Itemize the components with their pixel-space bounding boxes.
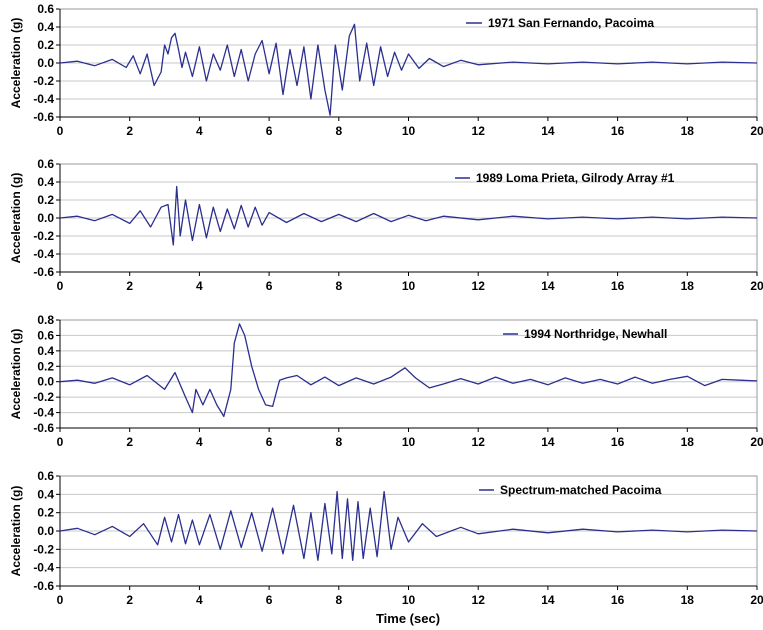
y-tick-label: 0.6 xyxy=(37,157,54,171)
x-tick-label: 4 xyxy=(196,124,203,138)
y-tick-label: 0.8 xyxy=(37,313,54,327)
x-tick-label: 10 xyxy=(402,593,416,607)
x-tick-label: 18 xyxy=(681,435,695,449)
x-tick-label: 14 xyxy=(541,279,555,293)
y-tick-label: -0.4 xyxy=(33,406,54,420)
x-axis-title: Time (sec) xyxy=(376,611,440,626)
x-tick-label: 18 xyxy=(681,593,695,607)
x-tick-label: 2 xyxy=(126,435,133,449)
x-tick-label: 4 xyxy=(196,435,203,449)
y-tick-label: 0.4 xyxy=(37,175,54,189)
y-tick-label: 0.2 xyxy=(37,359,54,373)
x-tick-label: 0 xyxy=(57,124,64,138)
y-tick-label: -0.2 xyxy=(33,229,54,243)
y-axis-title: Acceleration (g) xyxy=(9,18,23,109)
y-axis-title: Acceleration (g) xyxy=(9,486,23,577)
legend-label: Spectrum-matched Pacoima xyxy=(500,483,662,497)
x-tick-label: 10 xyxy=(402,124,416,138)
y-tick-label: 0.2 xyxy=(37,506,54,520)
y-tick-label: 0.0 xyxy=(37,56,54,70)
x-tick-label: 20 xyxy=(750,435,763,449)
x-tick-label: 20 xyxy=(750,124,763,138)
x-tick-label: 8 xyxy=(335,435,342,449)
x-tick-label: 0 xyxy=(57,435,64,449)
x-tick-label: 4 xyxy=(196,593,203,607)
chart-panel-3: 0.80.6 0.40.2 0.0-0.2 -0.4-0.60 2 4 6 8 10 12 14 16… xyxy=(9,313,763,449)
series-line xyxy=(59,185,758,246)
x-tick-label: 6 xyxy=(266,593,273,607)
x-tick-label: 16 xyxy=(611,279,625,293)
x-tick-label: 6 xyxy=(266,435,273,449)
y-tick-label: 0.0 xyxy=(37,211,54,225)
chart-panel-4: 0.6 0.4 0.2 0.0 -0.2 -0.4 -0.60 2 4 6 8 10 12 14 16 18 2… xyxy=(9,469,763,607)
x-tick-label: 20 xyxy=(750,593,763,607)
y-axis-title: Acceleration (g) xyxy=(9,329,23,420)
series-line xyxy=(59,490,758,561)
y-tick-label: -0.6 xyxy=(33,110,54,124)
y-tick-label: 0.2 xyxy=(37,38,54,52)
y-tick-label: -0.2 xyxy=(33,542,54,556)
y-tick-label: 0.4 xyxy=(37,344,54,358)
y-tick-label: -0.2 xyxy=(33,390,54,404)
y-tick-label: 0.0 xyxy=(37,375,54,389)
x-tick-label: 16 xyxy=(611,593,625,607)
y-tick-label: 0.2 xyxy=(37,193,54,207)
y-tick-label: -0.6 xyxy=(33,579,54,593)
y-axis-title: Acceleration (g) xyxy=(9,173,23,264)
y-tick-label: 0.6 xyxy=(37,328,54,342)
x-tick-label: 12 xyxy=(472,124,486,138)
x-tick-label: 20 xyxy=(750,279,763,293)
x-tick-label: 12 xyxy=(472,593,486,607)
x-tick-label: 6 xyxy=(266,279,273,293)
y-tick-label: 0.4 xyxy=(37,487,54,501)
x-tick-label: 14 xyxy=(541,124,555,138)
x-tick-label: 8 xyxy=(335,593,342,607)
y-tick-label: 0.6 xyxy=(37,2,54,16)
x-tick-label: 4 xyxy=(196,279,203,293)
y-tick-label: 0.4 xyxy=(37,20,54,34)
legend-label: 1989 Loma Prieta, Gilrody Array #1 xyxy=(476,171,675,185)
x-tick-label: 0 xyxy=(57,593,64,607)
legend-label: 1994 Northridge, Newhall xyxy=(524,327,667,341)
x-tick-label: 14 xyxy=(541,593,555,607)
y-tick-label: 0.6 xyxy=(37,469,54,483)
x-tick-label: 16 xyxy=(611,435,625,449)
y-tick-label: 0.0 xyxy=(37,524,54,538)
x-tick-label: 2 xyxy=(126,124,133,138)
series-line xyxy=(59,323,758,418)
x-tick-label: 14 xyxy=(541,435,555,449)
x-tick-label: 10 xyxy=(402,435,416,449)
chart-panel-2: 0.6 0.4 0.2 0.0 -0.2 -0.4 -0.60 2 4 6 8 10 12 14 16 18 2… xyxy=(9,157,763,293)
y-tick-label: -0.6 xyxy=(33,421,54,435)
y-tick-label: -0.4 xyxy=(33,92,54,106)
x-tick-label: 8 xyxy=(335,279,342,293)
x-tick-label: 16 xyxy=(611,124,625,138)
x-tick-label: 18 xyxy=(681,124,695,138)
y-tick-label: -0.6 xyxy=(33,265,54,279)
y-tick-label: -0.4 xyxy=(33,247,54,261)
x-tick-label: 12 xyxy=(472,435,486,449)
y-tick-label: -0.2 xyxy=(33,74,54,88)
x-tick-label: 2 xyxy=(126,279,133,293)
series-line xyxy=(59,23,758,116)
legend-label: 1971 San Fernando, Pacoima xyxy=(488,16,654,30)
x-tick-label: 0 xyxy=(57,279,64,293)
y-tick-label: -0.4 xyxy=(33,561,54,575)
x-tick-label: 2 xyxy=(126,593,133,607)
chart-panel-1: 0.6 0.4 0.2 0.0 -0.2 -0.4 -0.60 2 4 6 8 10 12 14 16 18 2… xyxy=(9,2,763,138)
x-tick-label: 6 xyxy=(266,124,273,138)
x-tick-label: 12 xyxy=(472,279,486,293)
x-tick-label: 18 xyxy=(681,279,695,293)
x-tick-label: 10 xyxy=(402,279,416,293)
x-tick-label: 8 xyxy=(335,124,342,138)
